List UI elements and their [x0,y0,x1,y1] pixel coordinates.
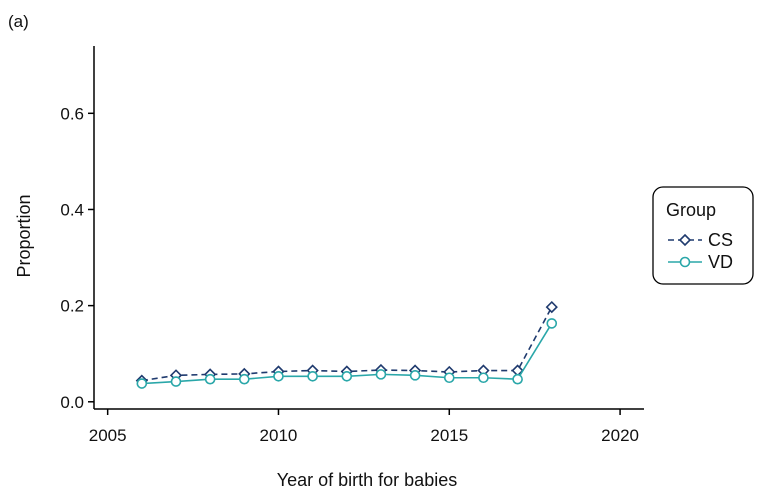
data-point-cs [545,300,558,314]
data-point-vd [341,371,353,382]
data-point-vd [375,369,387,380]
x-tick-label: 2010 [260,426,298,445]
series-layer [135,300,558,389]
y-tick-label: 0.6 [60,104,84,123]
data-point-vd [307,371,318,382]
axes: 2005 2010 2015 2020 0.0 0.2 0.4 0.6 [60,46,644,445]
panel-label: (a) [8,12,29,31]
x-tick-label: 2005 [89,426,127,445]
data-point-vd [409,370,421,381]
legend-marker-vd [679,256,691,268]
data-point-vd [204,373,216,385]
legend-title: Group [666,200,716,220]
legend-label-cs: CS [708,230,733,250]
data-point-vd [512,373,523,385]
data-point-vd [546,318,558,329]
y-axis-title: Proportion [14,194,34,277]
legend-item-cs: CS [668,230,733,250]
data-point-vd [136,378,148,389]
data-point-vd [239,373,250,385]
data-point-vd [478,372,489,384]
data-point-vd [443,372,455,384]
data-point-vd [273,371,284,382]
x-tick-label: 2015 [430,426,468,445]
legend-item-vd: VD [668,252,733,272]
legend-box [652,186,754,285]
data-point-vd [170,376,182,387]
y-tick-label: 0.2 [60,297,84,316]
y-tick-label: 0.4 [60,200,84,219]
legend-marker-cs [678,233,692,247]
x-ticks: 2005 2010 2015 2020 [89,409,639,445]
series-vd [136,318,558,389]
y-ticks: 0.0 0.2 0.4 0.6 [60,104,94,412]
y-tick-label: 0.0 [60,393,84,412]
x-axis-title: Year of birth for babies [277,470,457,490]
legend-label-vd: VD [708,252,733,272]
x-tick-label: 2020 [601,426,639,445]
